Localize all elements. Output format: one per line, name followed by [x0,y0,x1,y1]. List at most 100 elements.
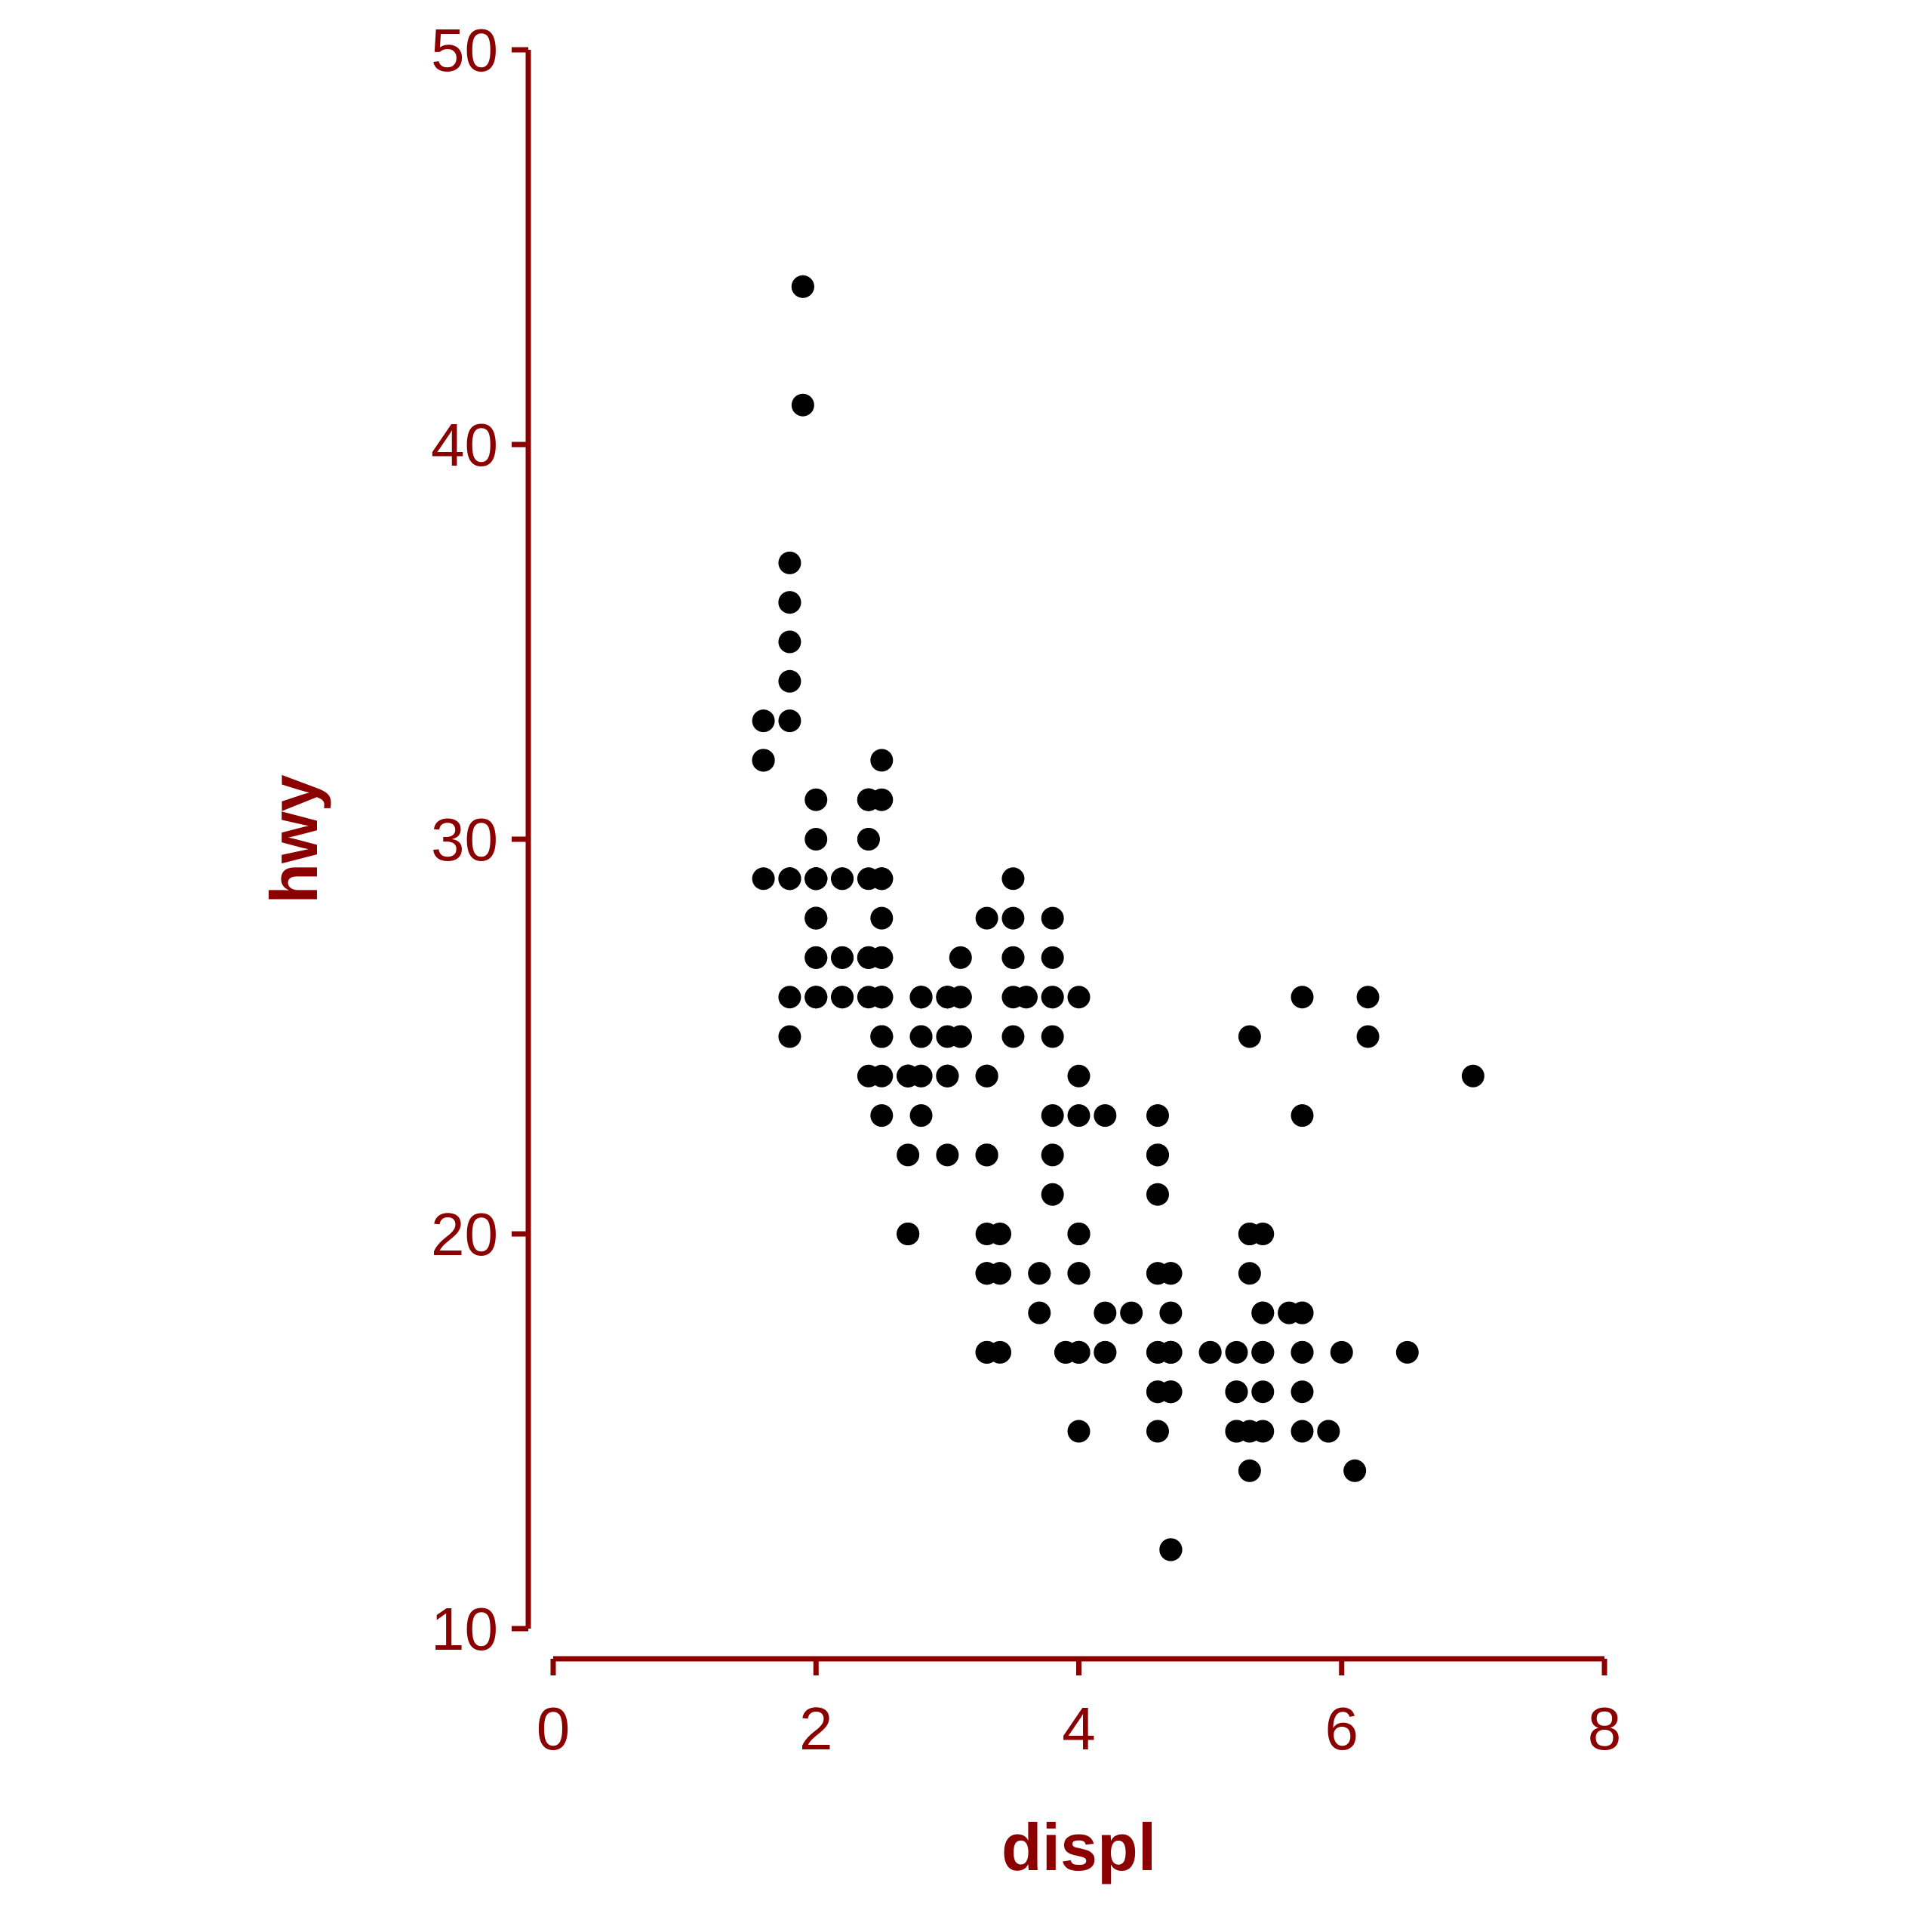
data-point [778,591,801,614]
data-point [1067,1223,1091,1245]
data-point [1014,986,1038,1009]
data-point [909,1064,933,1088]
x-tick-label: 6 [1325,1695,1359,1762]
data-point [1251,1301,1275,1324]
data-point [870,867,894,891]
data-point [778,867,801,891]
data-point [752,749,775,772]
data-point [831,946,854,969]
data-point [1159,1538,1183,1561]
data-point [1067,1420,1091,1443]
data-point [778,551,801,574]
data-point [897,1143,920,1167]
data-point [804,867,828,891]
data-point [870,1064,894,1088]
data-point [1238,1262,1261,1285]
data-point [909,986,933,1009]
data-point [909,1104,933,1128]
data-point [975,1064,998,1088]
data-point [1120,1301,1143,1324]
data-point [831,867,854,891]
data-point [1001,867,1025,891]
data-point [975,1143,998,1167]
x-axis: 0 2 4 6 8 [537,1656,1622,1762]
data-point [1159,1301,1183,1324]
y-axis: 10 20 30 40 50 [431,17,531,1663]
data-point [1041,986,1064,1009]
data-point [831,986,854,1009]
data-point [1291,1380,1314,1404]
data-point [1251,1223,1275,1245]
data-point [1159,1340,1183,1364]
data-point [1278,1301,1301,1324]
y-axis-title: hwy [257,774,331,903]
data-point [1330,1340,1353,1364]
data-point [1146,1104,1169,1128]
data-point [752,867,775,891]
x-tick-label: 4 [1062,1695,1096,1762]
data-point [1041,1143,1064,1167]
data-point [1291,1104,1314,1128]
data-point [1001,1025,1025,1048]
data-point [1041,1104,1064,1128]
data-point [1291,1420,1314,1443]
x-tick-label: 2 [799,1695,833,1762]
data-point [897,1223,920,1245]
data-point [791,275,814,298]
data-point [1041,1025,1064,1048]
data-point [1395,1340,1419,1364]
data-point [1251,1420,1275,1443]
points-layer [752,275,1484,1561]
data-point [857,828,880,851]
x-axis-title: displ [1001,1810,1156,1884]
data-point [936,986,959,1009]
data-point [1094,1104,1117,1128]
data-point [936,1143,959,1167]
data-point [1041,1183,1064,1206]
data-point [975,906,998,930]
data-point [1001,946,1025,969]
x-tick-label: 8 [1588,1695,1622,1762]
data-point [1356,1025,1380,1048]
data-point [791,393,814,417]
data-point [1067,1064,1091,1088]
data-point [1251,1380,1275,1404]
data-point [1028,1262,1051,1285]
data-point [804,828,828,851]
data-point [778,709,801,733]
data-point [975,1340,998,1364]
data-point [870,1025,894,1048]
data-point [1343,1459,1367,1482]
data-point [1001,906,1025,930]
x-tick-label: 0 [537,1695,571,1762]
y-tick-label: 30 [431,806,498,873]
data-point [1198,1340,1222,1364]
data-point [1041,946,1064,969]
data-point [804,788,828,811]
data-point [752,709,775,733]
data-point [1146,1262,1169,1285]
data-point [1067,986,1091,1009]
y-tick-label: 10 [431,1595,498,1663]
data-point [870,1104,894,1128]
data-point [778,669,801,693]
data-point [1356,986,1380,1009]
data-point [1225,1340,1248,1364]
data-point [1159,1380,1183,1404]
data-point [1291,986,1314,1009]
data-point [989,1262,1012,1285]
data-point [1146,1143,1169,1167]
data-point [870,946,894,969]
data-point [1067,1104,1091,1128]
data-point [1238,1459,1261,1482]
data-point [870,749,894,772]
data-point [1067,1340,1091,1364]
y-tick-label: 20 [431,1201,498,1268]
data-point [778,1025,801,1048]
y-tick-label: 50 [431,17,498,84]
data-point [1238,1025,1261,1048]
data-point [1146,1183,1169,1206]
data-point [778,986,801,1009]
data-point [1291,1340,1314,1364]
